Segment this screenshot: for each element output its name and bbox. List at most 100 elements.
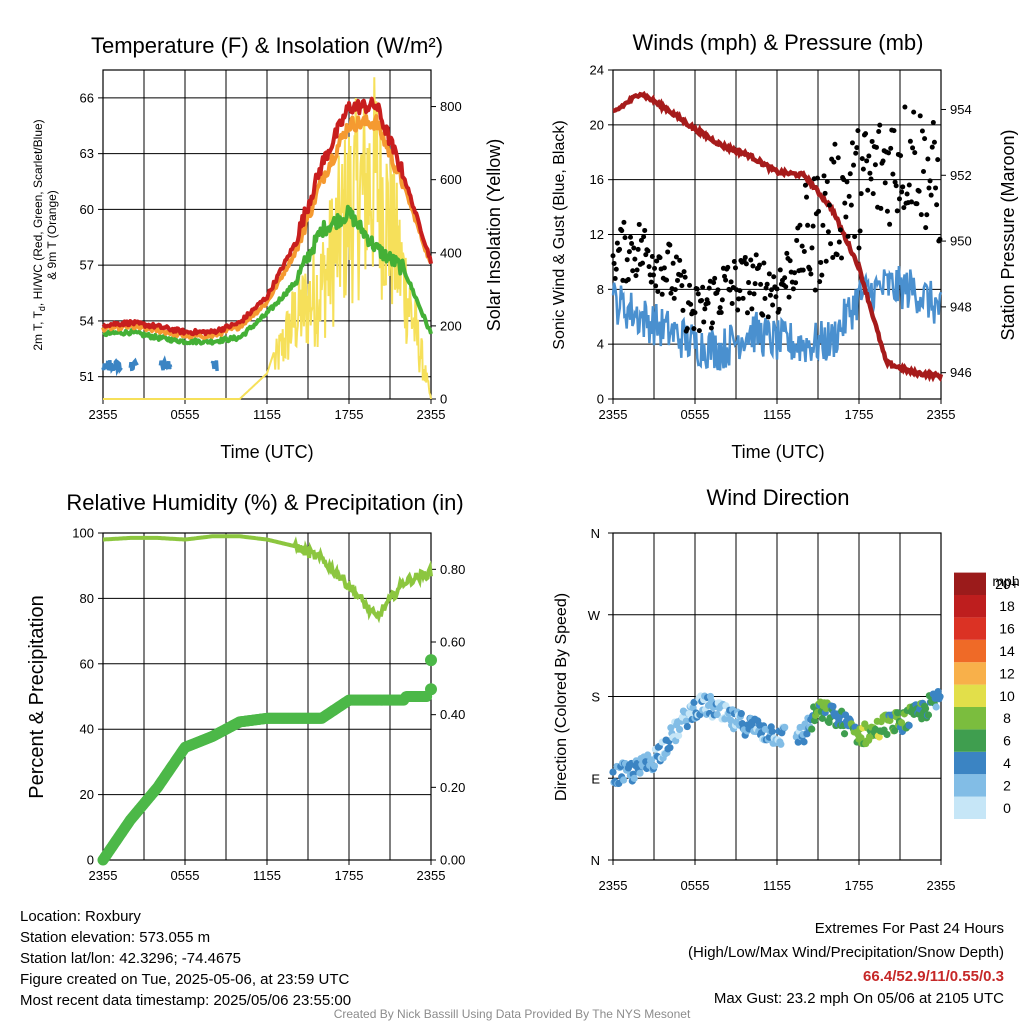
gust-point xyxy=(725,264,731,270)
gust-point xyxy=(787,258,793,264)
legend-swatch xyxy=(954,595,986,618)
gust-point xyxy=(931,139,937,145)
temp-ylabel-line2: & 9m T (Orange) xyxy=(45,190,59,280)
gust-point xyxy=(735,307,741,313)
gust-point xyxy=(872,162,878,168)
gust-point xyxy=(776,306,782,312)
temperature-panel: 2355 0555 1155 1755 2355 51 54 57 60 63 66 0 200 400 6… xyxy=(31,33,504,462)
gust-point xyxy=(809,245,815,251)
gust-point xyxy=(622,235,628,241)
gust-point xyxy=(925,156,931,162)
gust-point xyxy=(661,265,667,271)
wind-chill-line xyxy=(158,355,173,371)
gust-point xyxy=(712,275,718,281)
gust-point xyxy=(664,277,670,283)
temp-y2tick-label: 200 xyxy=(440,318,462,333)
gust-point xyxy=(634,267,640,273)
wind-ytick-label: 24 xyxy=(590,63,604,78)
dir-xtick-label: 2355 xyxy=(927,878,956,893)
temp-ylabel-sub: d xyxy=(37,306,47,311)
gust-point xyxy=(670,260,676,266)
winds-xlabel: Time (UTC) xyxy=(731,442,824,462)
temp-ylabel-line1: 2m T, Td, HI/WC (Red, Green, Scarlet/Blu… xyxy=(31,119,47,350)
rh-line xyxy=(103,534,433,624)
gust-point xyxy=(870,191,876,197)
legend-label: 14 xyxy=(999,643,1015,659)
gust-point xyxy=(864,158,870,164)
gust-point xyxy=(719,297,725,303)
gust-point xyxy=(797,222,803,228)
direction-point xyxy=(891,727,899,735)
gust-point xyxy=(807,266,813,272)
pressure-line xyxy=(612,90,944,383)
gust-point xyxy=(747,290,753,296)
rh-ylabel: Percent & Precipitation xyxy=(26,595,48,798)
legend-label: 6 xyxy=(1003,733,1011,749)
winds-y2label: Station Pressure (Maroon) xyxy=(998,129,1018,340)
gust-point xyxy=(869,138,875,144)
direction-point xyxy=(685,710,693,718)
wind-chill-line xyxy=(128,357,139,372)
gust-point xyxy=(706,285,712,291)
gust-point xyxy=(858,191,864,197)
wind-y2tick-label: 952 xyxy=(950,168,972,183)
gust-point xyxy=(804,194,810,200)
gust-point xyxy=(891,128,897,134)
gust-point xyxy=(746,280,752,286)
gust-point xyxy=(847,171,853,177)
temp-ytick-label: 54 xyxy=(80,313,94,328)
direction-point xyxy=(794,738,802,746)
location-text: Location: Roxbury xyxy=(20,908,141,925)
direction-point xyxy=(647,756,656,764)
direction-point xyxy=(667,724,675,732)
gust-point xyxy=(767,292,773,298)
gust-point xyxy=(774,286,780,292)
gust-point xyxy=(619,228,625,234)
gust-point xyxy=(886,150,892,156)
gust-point xyxy=(709,320,715,326)
gust-point xyxy=(626,249,632,255)
gust-point xyxy=(758,281,764,287)
wind-y2tick-label: 954 xyxy=(950,102,972,117)
gust-point xyxy=(805,222,811,228)
gust-point xyxy=(918,212,924,218)
gust-point xyxy=(923,225,929,231)
legend-swatch xyxy=(954,684,986,707)
dir-xtick-label: 1755 xyxy=(845,878,874,893)
rh-y2tick-label: 0.60 xyxy=(440,635,465,650)
gust-point xyxy=(702,306,708,312)
gust-point xyxy=(736,296,742,302)
gust-point xyxy=(635,246,641,252)
rh-xtick-label: 2355 xyxy=(89,868,118,883)
gust-point xyxy=(934,202,940,208)
gust-point xyxy=(917,113,923,119)
gust-point xyxy=(899,189,905,195)
gust-point xyxy=(937,236,943,242)
rh-ytick-label: 40 xyxy=(80,722,94,737)
dir-title: Wind Direction xyxy=(706,485,849,510)
temp-ytick-label: 60 xyxy=(80,202,94,217)
gust-point xyxy=(749,306,755,312)
gust-point xyxy=(799,243,805,249)
direction-point xyxy=(883,730,891,739)
gust-point xyxy=(926,185,932,191)
gust-point xyxy=(636,221,642,227)
direction-point xyxy=(781,723,789,731)
gust-point xyxy=(699,298,705,304)
winds-ylabel: Sonic Wind & Gust (Blue, Black) xyxy=(551,120,568,349)
winds-title: Winds (mph) & Pressure (mb) xyxy=(633,30,924,55)
gust-point xyxy=(933,185,939,191)
dir-ytick-label: N xyxy=(591,853,600,868)
legend-title: mph xyxy=(992,573,1019,589)
gust-point xyxy=(705,300,711,306)
gust-point xyxy=(728,279,734,285)
gust-point xyxy=(678,272,684,278)
gust-point xyxy=(901,205,907,211)
gust-point xyxy=(836,239,842,245)
temp-y2tick-label: 0 xyxy=(440,392,447,407)
direction-point xyxy=(803,730,811,738)
gust-point xyxy=(924,212,930,218)
gust-point xyxy=(743,261,749,267)
dir-xtick-label: 2355 xyxy=(599,878,628,893)
rh-xtick-label: 0555 xyxy=(171,868,200,883)
